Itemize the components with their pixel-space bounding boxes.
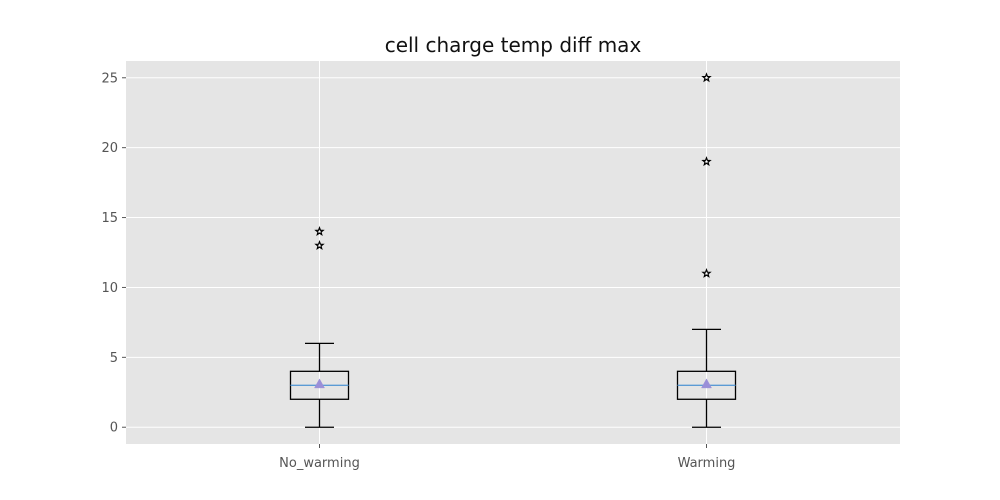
- outlier-point: [701, 72, 712, 83]
- axes: 0 5 10 15 20 25 No_warming Warming: [101, 71, 735, 471]
- outlier-point: [701, 267, 712, 278]
- outlier-point: [701, 156, 712, 167]
- box-warming: [676, 72, 737, 428]
- y-tick-label: 10: [101, 281, 118, 296]
- y-tick-label: 20: [101, 141, 118, 156]
- chart-title: cell charge temp diff max: [385, 33, 642, 57]
- plot-area: [126, 61, 900, 444]
- y-tick-label: 0: [110, 421, 118, 436]
- y-tick-label: 15: [101, 211, 118, 226]
- mean-marker: [701, 378, 712, 389]
- box-series: [289, 72, 737, 428]
- y-tick-label: 5: [110, 351, 118, 366]
- y-tick-label: 25: [101, 71, 118, 86]
- x-tick-label: No_warming: [279, 456, 360, 471]
- box-no-warming: [289, 226, 350, 428]
- mean-marker: [314, 378, 325, 389]
- outlier-point: [314, 226, 325, 236]
- x-tick-label: Warming: [678, 456, 736, 471]
- outlier-point: [314, 239, 325, 250]
- grid-lines: [126, 61, 900, 444]
